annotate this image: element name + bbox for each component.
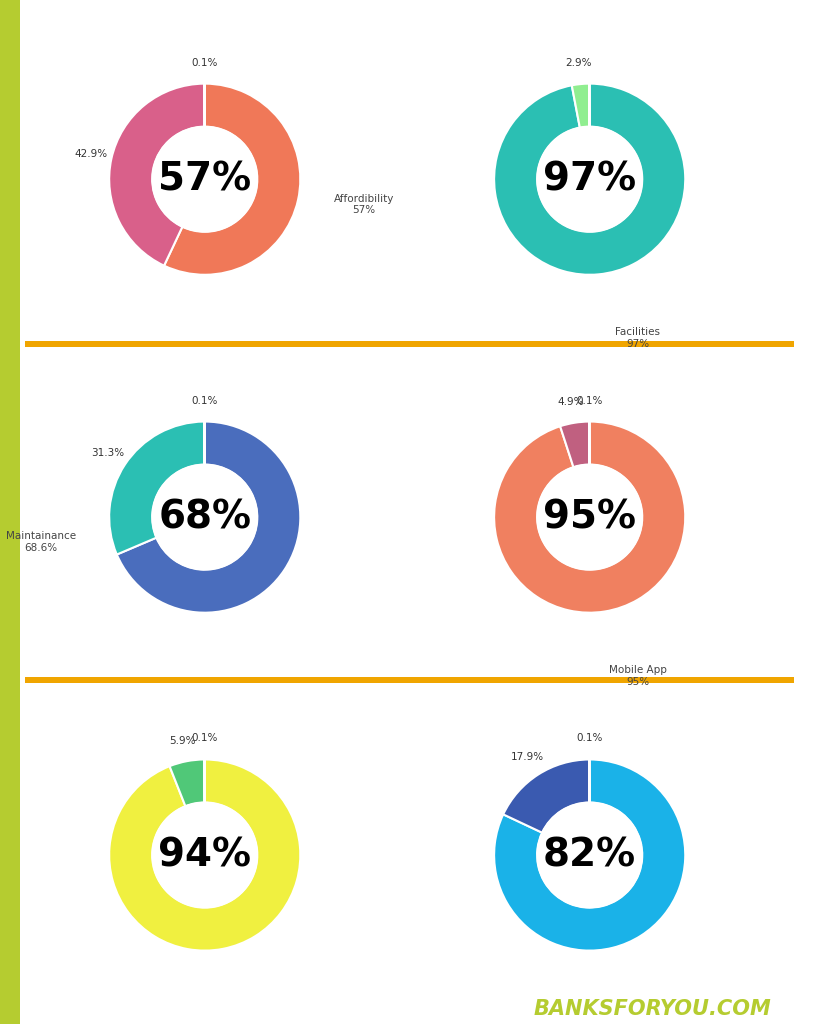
Text: 0.1%: 0.1%	[191, 57, 218, 68]
Circle shape	[537, 803, 642, 907]
Wedge shape	[109, 760, 301, 950]
Wedge shape	[494, 84, 686, 274]
Wedge shape	[503, 760, 590, 833]
Text: 97%: 97%	[543, 160, 636, 199]
Text: Affordibility
57%: Affordibility 57%	[334, 194, 394, 215]
Wedge shape	[117, 422, 301, 612]
Wedge shape	[170, 760, 205, 806]
Text: 2.9%: 2.9%	[565, 58, 591, 69]
Wedge shape	[560, 422, 590, 467]
Circle shape	[152, 803, 257, 907]
Text: Mobile App
95%: Mobile App 95%	[609, 666, 667, 687]
Text: Net-Banking
94%: Net-Banking 94%	[220, 1004, 284, 1024]
Text: Credit-Card Facility
82%: Credit-Card Facility 82%	[588, 1004, 687, 1024]
Text: 31.3%: 31.3%	[91, 449, 124, 458]
Text: 0.1%: 0.1%	[191, 733, 218, 743]
Text: Facilities
97%: Facilities 97%	[615, 328, 660, 349]
Circle shape	[152, 465, 257, 569]
Text: 82%: 82%	[543, 836, 636, 874]
Wedge shape	[494, 760, 686, 950]
Text: 57%: 57%	[158, 160, 251, 199]
Text: 17.9%: 17.9%	[510, 752, 544, 762]
Text: 94%: 94%	[158, 836, 251, 874]
Text: Maintainance
68.6%: Maintainance 68.6%	[6, 531, 75, 553]
Wedge shape	[109, 84, 205, 265]
Text: 5.9%: 5.9%	[170, 735, 196, 745]
Wedge shape	[572, 84, 590, 128]
Text: BANKSFORYOU.COM: BANKSFORYOU.COM	[534, 998, 771, 1019]
Text: 4.9%: 4.9%	[558, 397, 584, 407]
Circle shape	[152, 127, 257, 231]
Circle shape	[537, 465, 642, 569]
Text: 42.9%: 42.9%	[75, 150, 107, 159]
Text: 0.1%: 0.1%	[576, 395, 603, 406]
Wedge shape	[164, 84, 301, 274]
Wedge shape	[494, 422, 686, 612]
Text: 0.1%: 0.1%	[191, 395, 218, 406]
Circle shape	[537, 127, 642, 231]
Text: 68%: 68%	[158, 498, 251, 537]
Text: 0.1%: 0.1%	[576, 733, 603, 743]
Wedge shape	[109, 422, 205, 555]
Text: 95%: 95%	[543, 498, 636, 537]
